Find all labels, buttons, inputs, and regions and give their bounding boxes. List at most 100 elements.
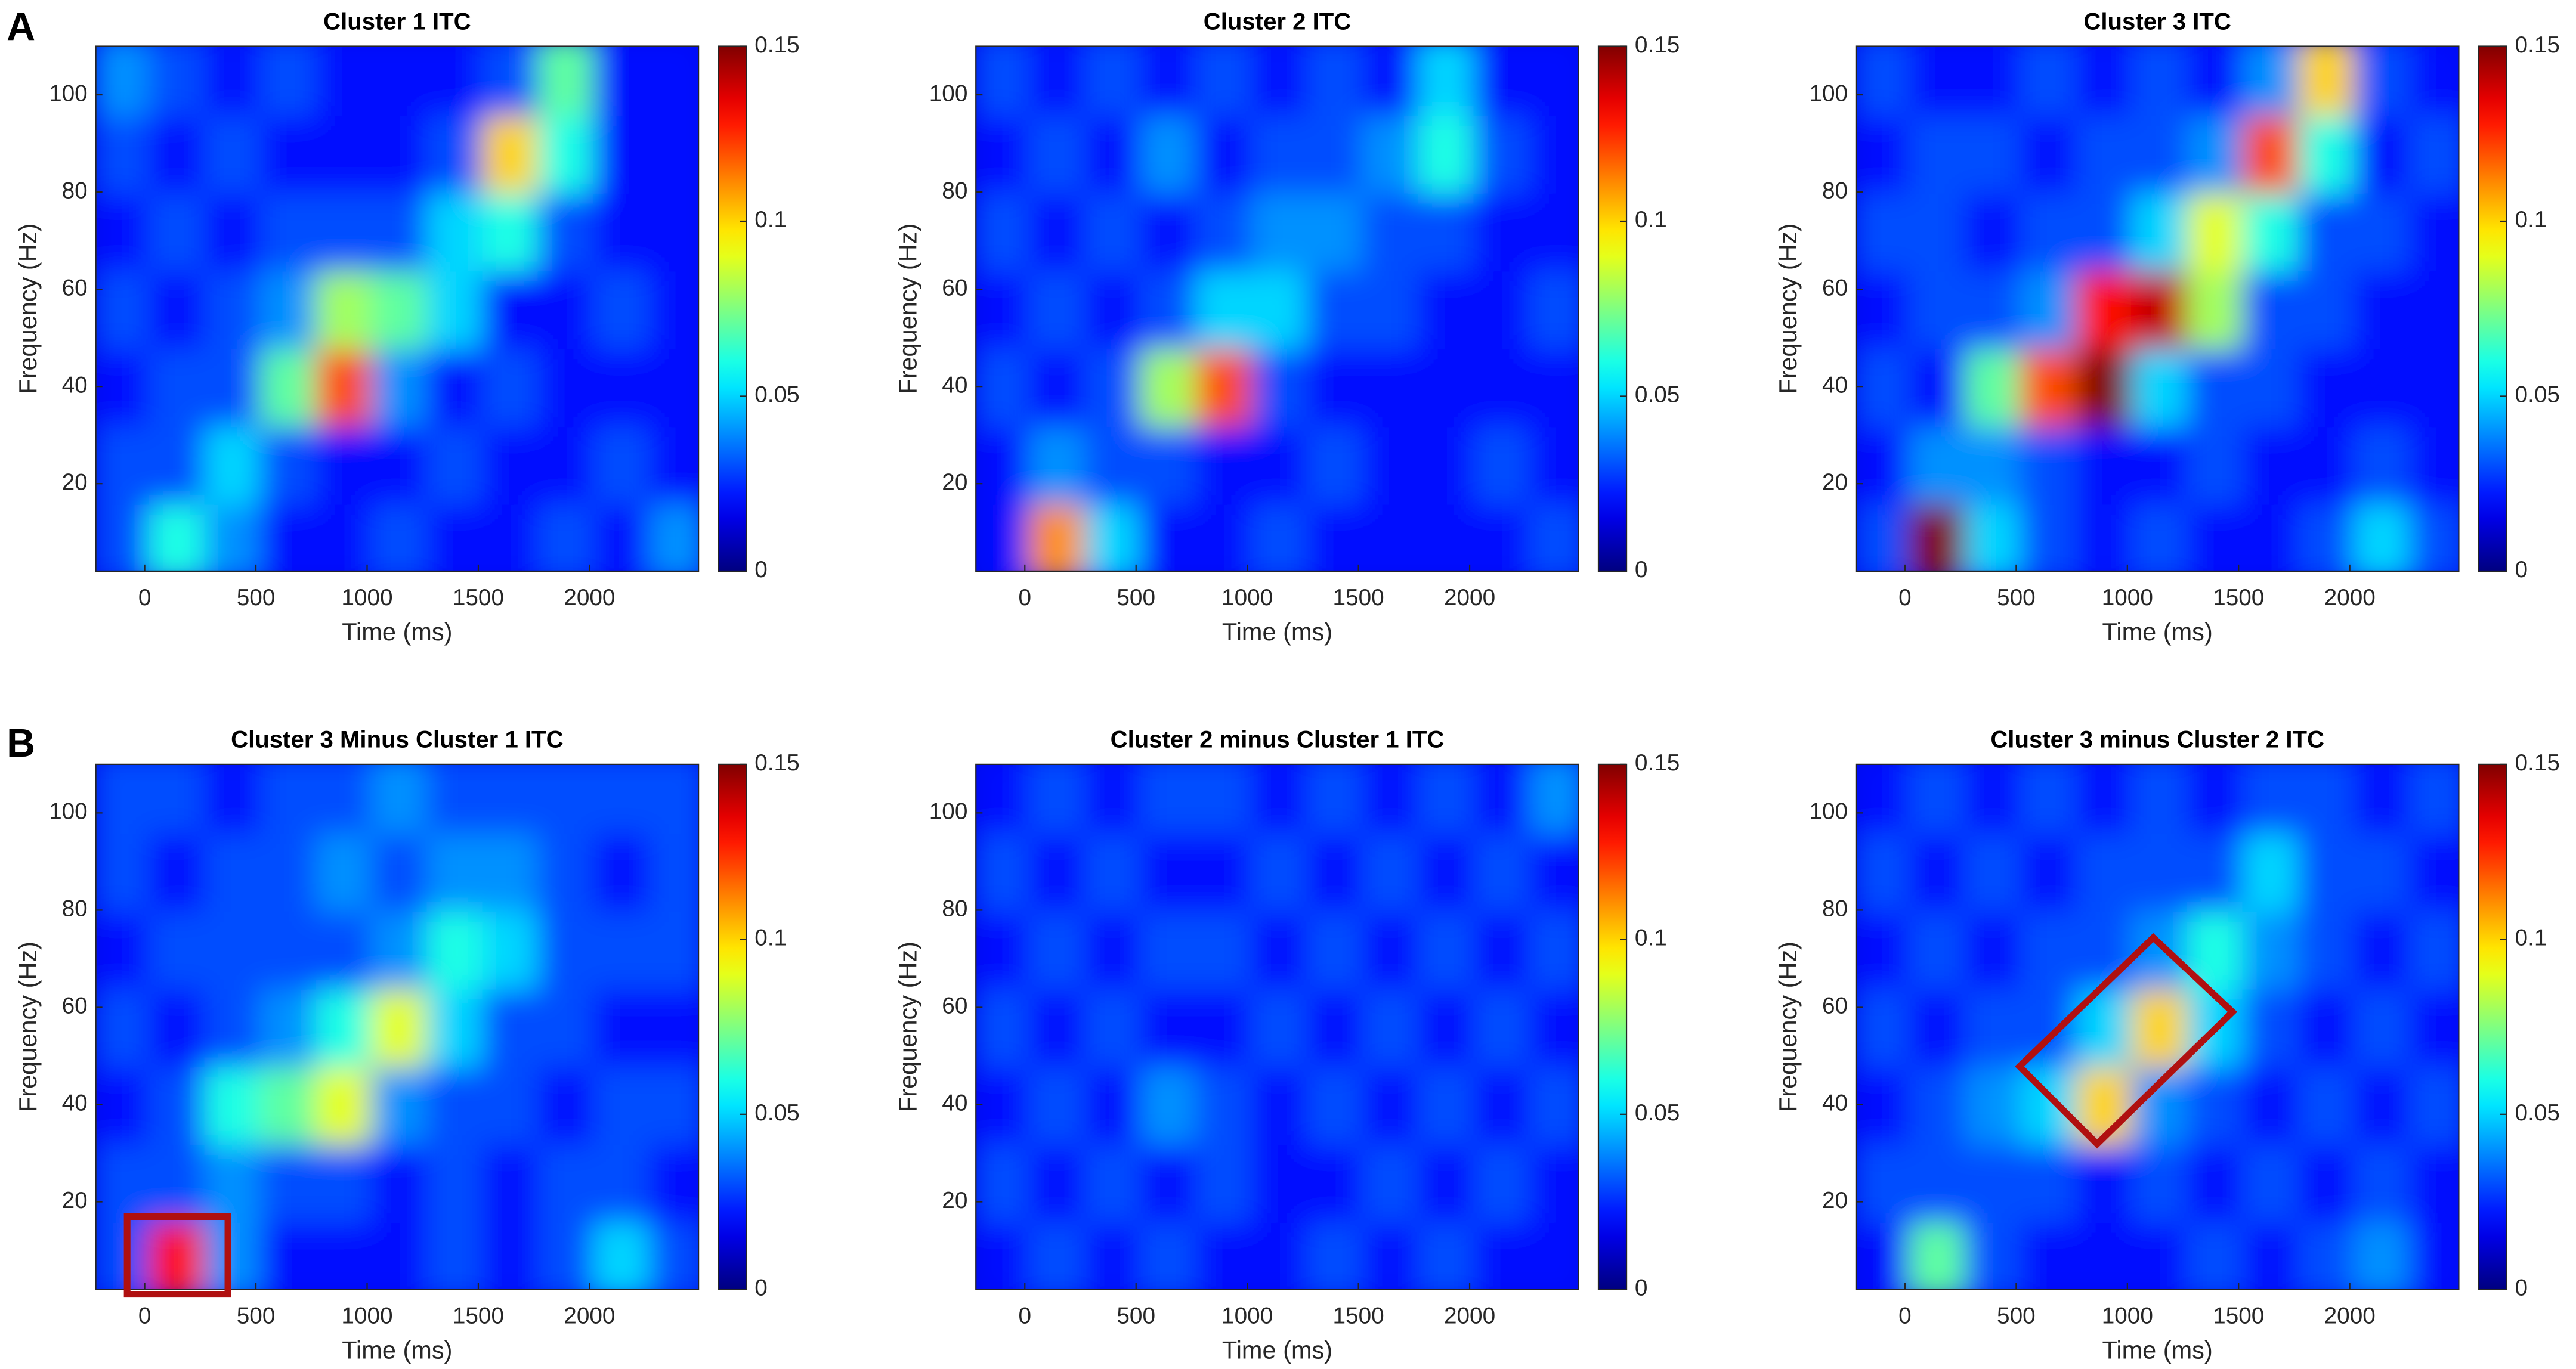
cell <box>2020 908 2079 990</box>
cell <box>2298 908 2357 990</box>
cell <box>2242 986 2302 1068</box>
y-tick-label: 100 <box>929 799 968 825</box>
cell <box>2076 501 2135 571</box>
cells <box>95 46 699 571</box>
cell <box>371 268 430 349</box>
cell <box>1362 908 1421 990</box>
colorbar-tick-label: 0 <box>1635 557 1648 583</box>
x-tick-label: 500 <box>237 585 276 611</box>
cell <box>1028 423 1088 505</box>
x-tick-label: 1500 <box>1333 585 1384 611</box>
panel: 0 500 1000 1500 2000 20 40 60 80 100 Cluster 2 ITC… <box>893 8 1680 646</box>
cell <box>1473 908 1533 990</box>
cell <box>2298 346 2357 428</box>
x-tick-label: 2000 <box>2324 1303 2376 1329</box>
chart-title: Cluster 3 ITC <box>2083 8 2231 35</box>
cell <box>976 1064 1032 1145</box>
cell <box>1856 986 1913 1068</box>
cell <box>1251 112 1310 194</box>
y-tick-label: 40 <box>942 1091 967 1116</box>
y-tick-label: 100 <box>49 80 88 106</box>
cell <box>1306 190 1366 272</box>
cell <box>2242 1141 2302 1223</box>
cell <box>149 1219 208 1290</box>
cell <box>2409 268 2459 349</box>
cell <box>315 346 375 428</box>
cell <box>259 190 319 272</box>
y-axis-label: Frequency (Hz) <box>1774 941 1802 1112</box>
colorbar <box>2478 45 2507 572</box>
cell <box>259 112 319 194</box>
colorbar-tick-label: 0.15 <box>2515 32 2560 58</box>
colorbar <box>2478 763 2507 1290</box>
cell <box>2242 501 2302 571</box>
colorbar-tick-label: 0.15 <box>1635 32 1680 58</box>
cell <box>426 346 486 428</box>
cell <box>1529 501 1579 571</box>
cell <box>482 112 542 194</box>
cell <box>1909 831 1968 912</box>
cell <box>976 908 1032 990</box>
cell <box>1473 346 1533 428</box>
cell <box>2354 1219 2413 1290</box>
cell <box>1529 423 1579 505</box>
cell <box>1306 1141 1366 1223</box>
cell <box>1306 501 1366 571</box>
cell <box>2242 346 2302 428</box>
cell <box>1251 908 1310 990</box>
cell <box>649 268 699 349</box>
cell <box>315 1141 375 1223</box>
plot-frame <box>1855 763 2460 1290</box>
cell <box>976 501 1032 571</box>
y-tick-label: 40 <box>1822 372 1848 398</box>
cell <box>1529 1064 1579 1145</box>
colorbar-tick-label: 0.15 <box>1635 750 1680 776</box>
cell <box>259 986 319 1068</box>
cell <box>1028 46 1088 116</box>
y-tick-label: 20 <box>1822 469 1848 495</box>
y-tick-label: 100 <box>929 80 968 106</box>
x-axis-label: Time (ms) <box>2102 618 2213 646</box>
x-tick-label: 1000 <box>341 585 392 611</box>
cell <box>1028 1141 1088 1223</box>
cell <box>593 346 652 428</box>
y-tick-label: 60 <box>62 993 88 1019</box>
cell <box>1418 112 1477 194</box>
cell <box>2354 1064 2413 1145</box>
cell <box>371 112 430 194</box>
cell <box>1251 986 1310 1068</box>
cell <box>593 46 652 116</box>
cell <box>1028 908 1088 990</box>
cell <box>2131 501 2191 571</box>
cell <box>593 908 652 990</box>
cell <box>149 1141 208 1223</box>
cell <box>1473 831 1533 912</box>
cell <box>2076 764 2135 834</box>
cell <box>2409 1219 2459 1290</box>
cell <box>426 423 486 505</box>
cell <box>649 1219 699 1290</box>
cell-layer <box>1856 764 2459 1290</box>
x-tick-label: 500 <box>1997 1303 2036 1329</box>
cell <box>204 908 264 990</box>
cell <box>2020 764 2079 834</box>
cell <box>976 46 1032 116</box>
cell <box>2354 190 2413 272</box>
cell <box>1856 112 1913 194</box>
x-tick-label: 2000 <box>564 1303 615 1329</box>
cell <box>537 346 597 428</box>
cell <box>149 346 208 428</box>
colorbar-tick-label: 0.1 <box>2515 925 2547 951</box>
x-tick-label: 1500 <box>453 585 504 611</box>
cell <box>2131 764 2191 834</box>
cell <box>204 1219 264 1290</box>
cell <box>315 501 375 571</box>
cell <box>1084 423 1143 505</box>
y-axis-label: Frequency (Hz) <box>14 224 42 394</box>
cell <box>1362 1064 1421 1145</box>
cell <box>1418 831 1477 912</box>
cell <box>426 1219 486 1290</box>
cell <box>649 423 699 505</box>
x-tick-label: 2000 <box>1444 1303 1495 1329</box>
cell <box>259 831 319 912</box>
